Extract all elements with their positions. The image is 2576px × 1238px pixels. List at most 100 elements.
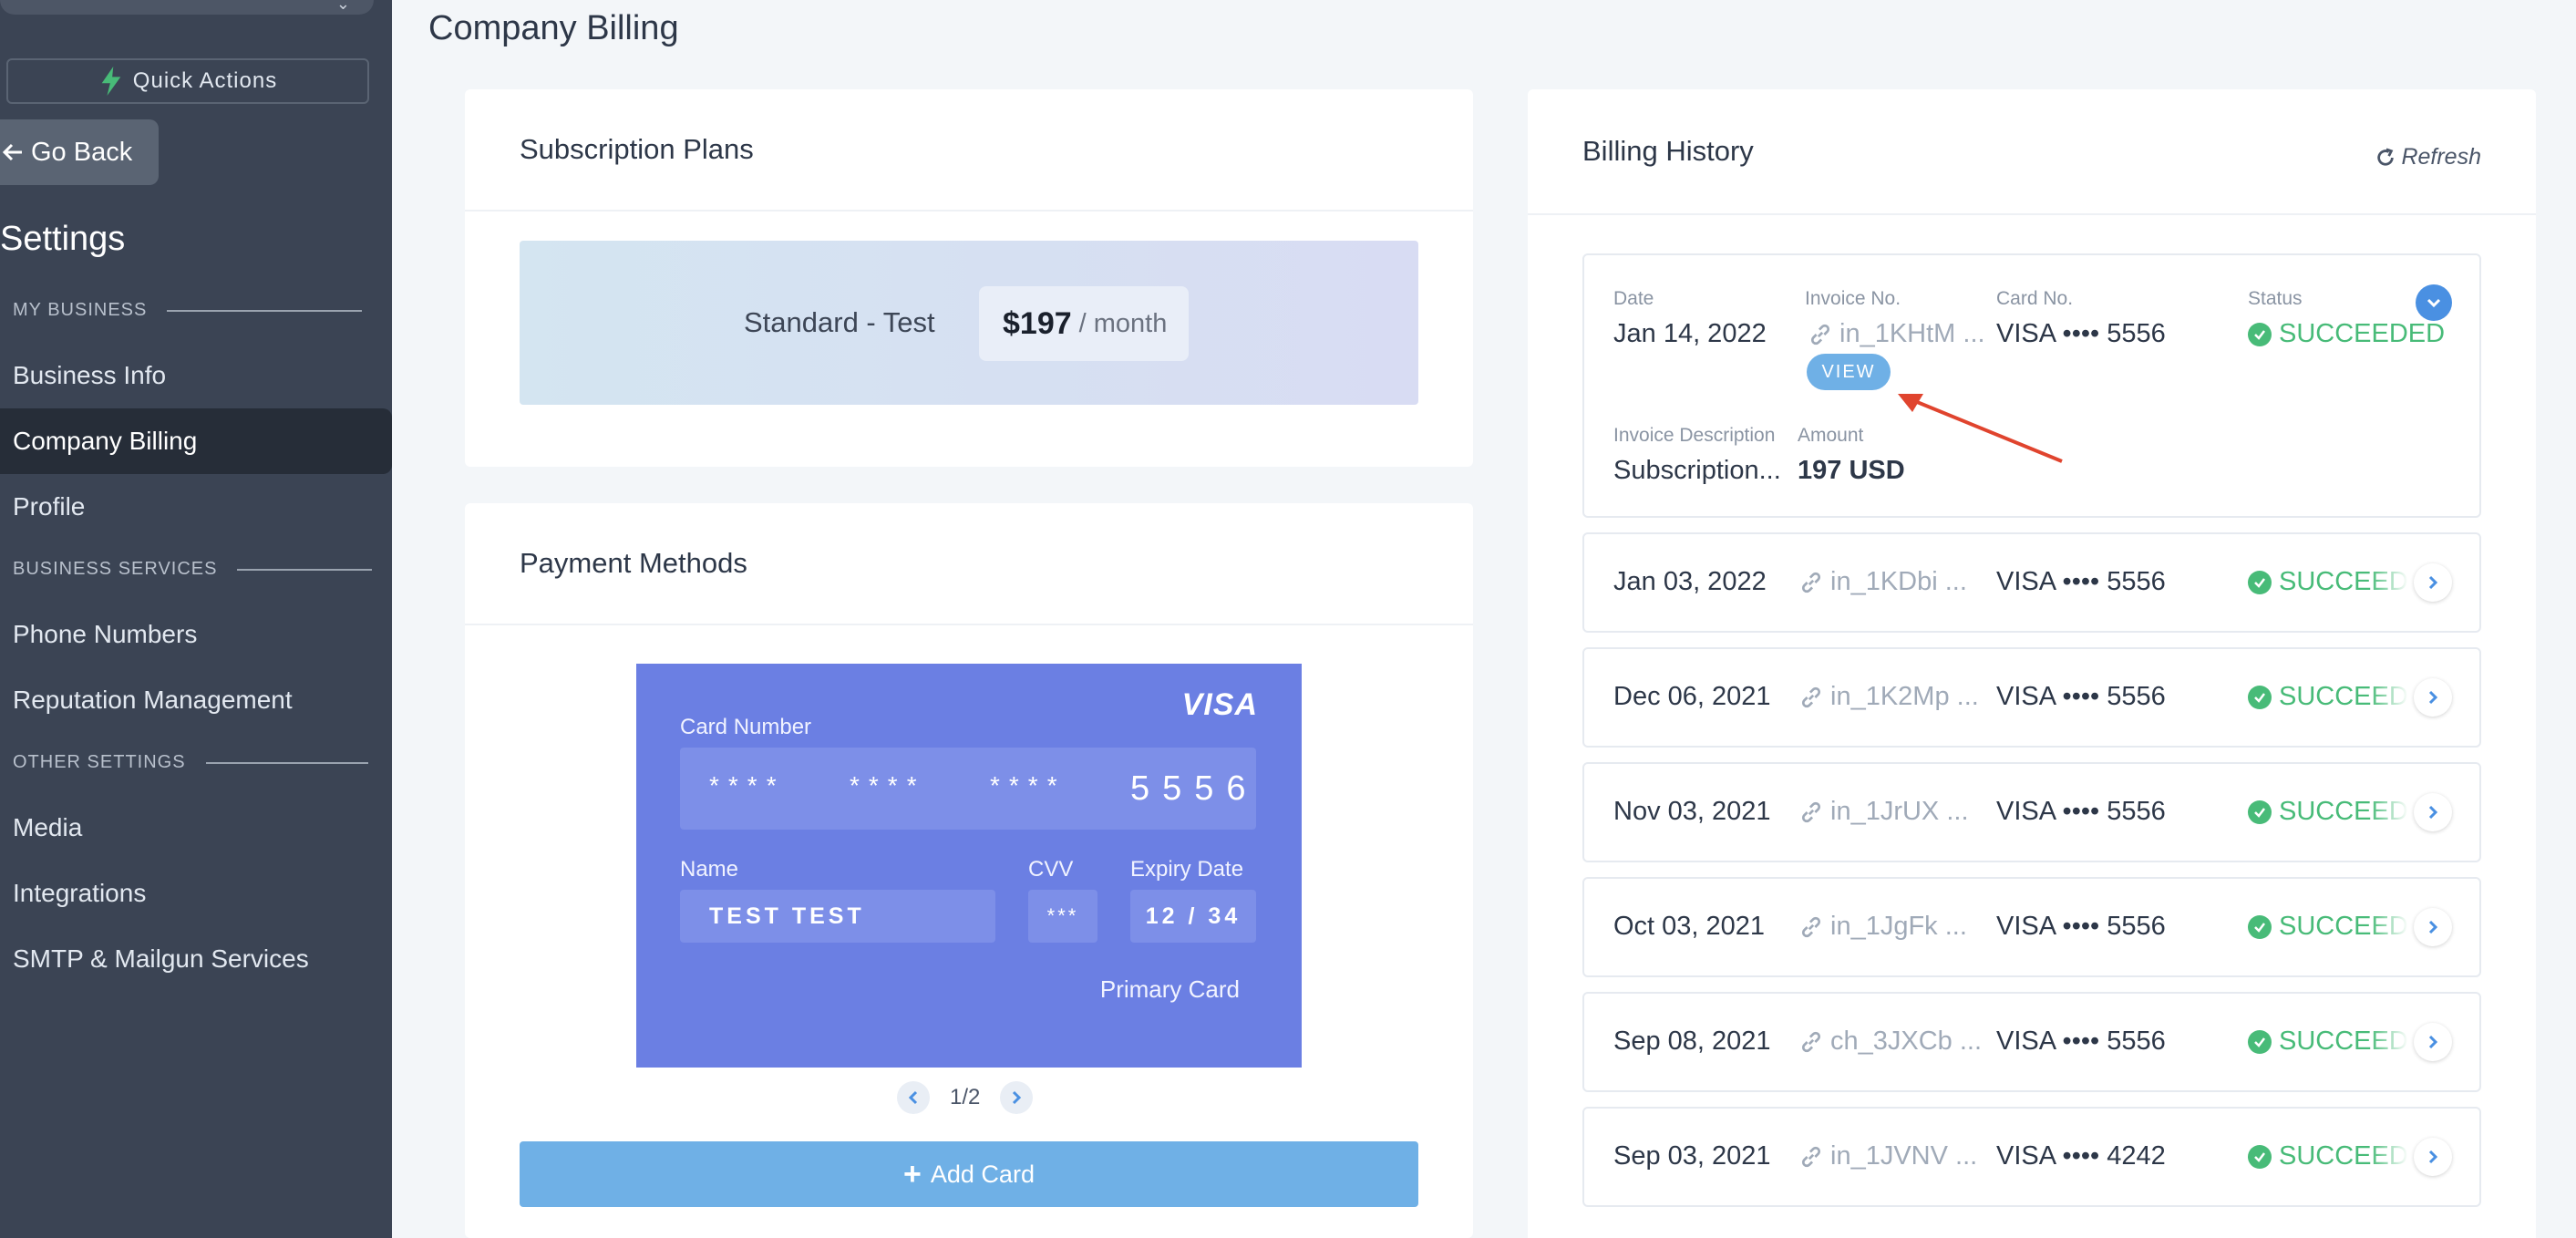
billing-row[interactable]: Jan 03, 2022 in_1KDbi ... VISA •••• 5556 SU… — [1582, 532, 2481, 633]
invoice-link[interactable]: ch_3JXCb ... — [1799, 1027, 1982, 1057]
link-icon — [1810, 324, 1830, 345]
go-back-button[interactable]: Go Back — [0, 119, 159, 185]
card-number: VISA •••• 5556 — [1996, 1027, 2166, 1056]
expiry-label: Expiry Date — [1130, 857, 1244, 882]
sidebar-item-smtp-mailgun[interactable]: SMTP & Mailgun Services — [13, 944, 309, 973]
name-label: Name — [680, 857, 739, 882]
invoice-link[interactable]: in_1JrUX ... — [1799, 797, 1969, 827]
expand-row-button[interactable] — [2414, 678, 2452, 717]
check-circle-icon — [2248, 800, 2272, 824]
invoice-number: in_1JgFk ... — [1830, 912, 1967, 941]
sidebar-item-company-billing[interactable]: Company Billing — [13, 427, 198, 455]
invoice-number: ch_3JXCb ... — [1830, 1027, 1983, 1056]
quick-actions-label: Quick Actions — [132, 68, 278, 93]
active-item-highlight — [0, 408, 392, 474]
chevron-down-icon — [2427, 298, 2441, 308]
sidebar: ⌄ Quick Actions Go Back Settings MY BUSI… — [0, 0, 392, 1238]
divider — [237, 568, 373, 571]
chevron-right-icon — [1013, 1090, 1022, 1105]
billing-row[interactable]: Sep 08, 2021 ch_3JXCb ... VISA •••• 5556 SU… — [1582, 992, 2481, 1092]
sidebar-item-business-info[interactable]: Business Info — [13, 361, 167, 389]
invoice-number: in_1KDbi ... — [1830, 567, 1967, 596]
invoice-number: in_1KHtM ... — [1839, 319, 1985, 348]
invoice-date: Nov 03, 2021 — [1613, 797, 1771, 826]
prev-card-button[interactable] — [897, 1081, 930, 1114]
chevron-left-icon — [908, 1090, 918, 1105]
lightning-icon — [101, 67, 121, 96]
card-number-group: **** — [850, 771, 926, 800]
cvv-label: CVV — [1028, 857, 1074, 882]
sidebar-item-phone-numbers[interactable]: Phone Numbers — [13, 620, 198, 648]
view-invoice-button[interactable]: VIEW — [1807, 354, 1891, 390]
card-number: VISA •••• 5556 — [1996, 912, 2166, 941]
sidebar-item-media[interactable]: Media — [13, 813, 83, 841]
link-icon — [1801, 801, 1821, 822]
plan-price-badge: $197 / month — [979, 286, 1189, 361]
pager-text: 1/2 — [950, 1085, 981, 1109]
arrow-left-icon — [2, 143, 22, 161]
add-card-label: Add Card — [930, 1160, 1035, 1188]
refresh-label: Refresh — [2401, 144, 2481, 170]
payment-methods-title: Payment Methods — [520, 547, 747, 579]
cvv-value: *** — [1028, 890, 1097, 943]
invoice-link[interactable]: in_1K2Mp ... — [1799, 682, 1979, 712]
section-label: BUSINESS SERVICES — [13, 559, 218, 579]
status-text: SUCCEEDED — [2279, 319, 2446, 348]
add-card-button[interactable]: + Add Card — [520, 1141, 1418, 1207]
sidebar-item-reputation-management[interactable]: Reputation Management — [13, 686, 293, 714]
invoice-date: Oct 03, 2021 — [1613, 912, 1766, 941]
check-circle-icon — [2248, 1029, 2272, 1054]
invoice-number: in_1K2Mp ... — [1830, 682, 1979, 711]
billing-row-expanded[interactable]: Date Invoice No. Card No. Status Jan 14,… — [1582, 253, 2481, 518]
credit-card[interactable]: VISA Card Number **** **** **** 5556 Nam… — [636, 664, 1302, 1068]
section-header-my-business: MY BUSINESS — [13, 300, 363, 321]
billing-row[interactable]: Nov 03, 2021 in_1JrUX ... VISA •••• 5556 SU… — [1582, 762, 2481, 862]
expand-row-button[interactable] — [2414, 1138, 2452, 1176]
invoice-date: Sep 08, 2021 — [1613, 1027, 1771, 1056]
invoice-link[interactable]: in_1KDbi ... — [1799, 567, 1967, 597]
card-pager: 1/2 — [897, 1081, 1034, 1114]
invoice-amount: 197 USD — [1798, 456, 1905, 485]
invoice-header: Invoice No. — [1805, 288, 1901, 309]
refresh-button[interactable]: Refresh — [2375, 144, 2481, 170]
status-badge: SUCCEEDED — [2248, 319, 2445, 349]
link-icon — [1801, 916, 1821, 937]
refresh-icon — [2377, 148, 2395, 166]
expand-row-button[interactable] — [2414, 793, 2452, 831]
plan-period: / month — [1078, 308, 1168, 338]
subscription-plans-title: Subscription Plans — [520, 133, 754, 165]
sidebar-search[interactable]: ⌄ — [0, 0, 374, 15]
billing-row[interactable]: Oct 03, 2021 in_1JgFk ... VISA •••• 5556 SU… — [1582, 877, 2481, 977]
expand-row-button[interactable] — [2414, 563, 2452, 602]
cardholder-name: TEST TEST — [680, 890, 995, 943]
invoice-date: Jan 03, 2022 — [1613, 567, 1767, 596]
sidebar-item-integrations[interactable]: Integrations — [13, 879, 147, 907]
invoice-link[interactable]: in_1JVNV ... — [1799, 1141, 1977, 1171]
check-circle-icon — [2248, 322, 2272, 346]
card-number: VISA •••• 5556 — [1996, 797, 2166, 826]
invoice-link[interactable]: in_1JgFk ... — [1799, 912, 1967, 942]
quick-actions-button[interactable]: Quick Actions — [6, 58, 369, 104]
card-number-field: **** **** **** 5556 — [680, 748, 1256, 830]
expand-row-button[interactable] — [2414, 1023, 2452, 1061]
invoice-description: Subscription... — [1613, 456, 1781, 485]
plan-price: $197 — [1003, 305, 1072, 341]
visa-logo: VISA — [1181, 687, 1258, 722]
invoice-link[interactable]: in_1KHtM ... — [1808, 319, 1985, 349]
next-card-button[interactable] — [1000, 1081, 1034, 1114]
chevron-right-icon — [2428, 1150, 2438, 1164]
expand-row-button[interactable] — [2414, 908, 2452, 946]
card-number-group: **** — [709, 771, 786, 800]
card-header: Subscription Plans — [465, 89, 1473, 211]
plus-icon: + — [903, 1157, 922, 1192]
card-number: VISA •••• 5556 — [1996, 319, 2166, 348]
link-icon — [1801, 1031, 1821, 1052]
sidebar-item-profile[interactable]: Profile — [13, 492, 86, 521]
section-header-business-services: BUSINESS SERVICES — [13, 559, 373, 580]
invoice-date: Jan 14, 2022 — [1613, 319, 1767, 348]
card-number: VISA •••• 4242 — [1996, 1141, 2166, 1171]
billing-row[interactable]: Sep 03, 2021 in_1JVNV ... VISA •••• 4242 SU… — [1582, 1107, 2481, 1207]
collapse-button[interactable] — [2416, 284, 2452, 321]
billing-row[interactable]: Dec 06, 2021 in_1K2Mp ... VISA •••• 5556 SU… — [1582, 647, 2481, 748]
check-circle-icon — [2248, 570, 2272, 594]
